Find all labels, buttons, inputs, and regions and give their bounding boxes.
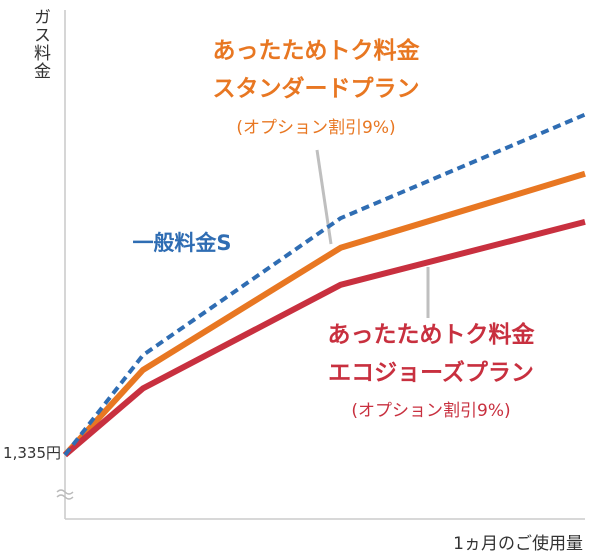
series-line-0: [63, 112, 586, 457]
series-label-standard-line3: (オプション割引9%): [236, 118, 395, 138]
y-start-value-label: 1,335円: [3, 444, 61, 462]
standard-plan-leader-line: [315, 149, 333, 245]
series-label-eco-line2: エコジョーズプラン: [328, 359, 534, 386]
series-label-general-s: 一般料金S: [132, 231, 231, 255]
series-line-1: [62, 170, 586, 458]
series-label-eco-line1: あったためトク料金: [328, 321, 536, 348]
series-label-eco-line3: (オプション割引9%): [351, 401, 510, 421]
series-group: [62, 112, 586, 458]
series-line-2: [63, 218, 586, 458]
series-label-standard-line2: スタンダードプラン: [213, 75, 420, 102]
series-label-standard-line1: あったためトク料金: [213, 37, 421, 64]
axis-break-mark: [56, 489, 74, 495]
axis-break-mark: [56, 494, 74, 500]
x-axis-label: 1ヵ月のご使用量: [453, 533, 583, 554]
y-axis-label: ガス料金: [30, 8, 51, 80]
